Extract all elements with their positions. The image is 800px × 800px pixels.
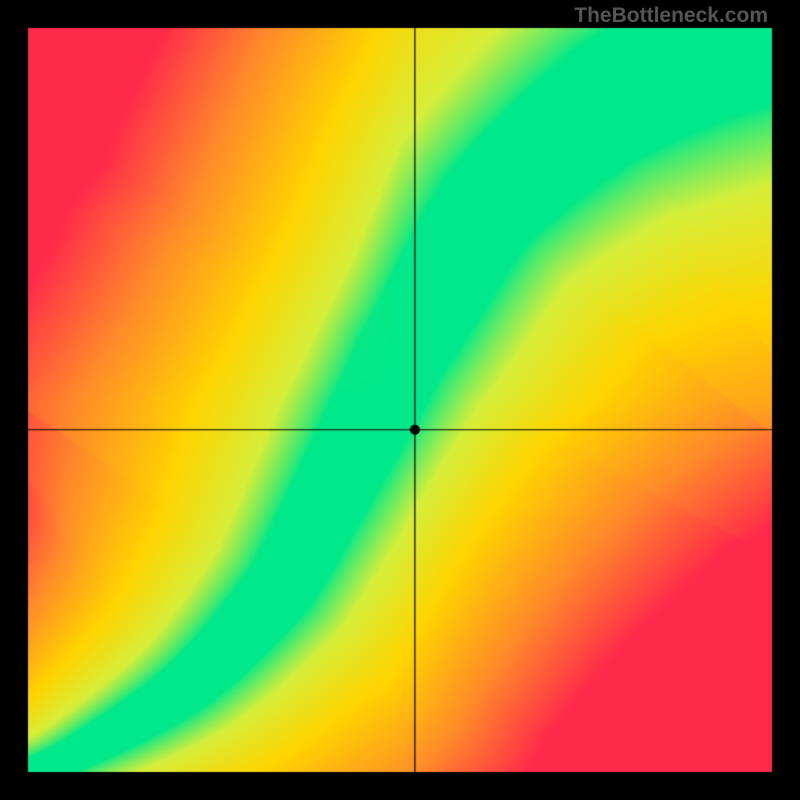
heatmap-canvas bbox=[0, 0, 800, 800]
bottleneck-chart-container: TheBottleneck.com bbox=[0, 0, 800, 800]
watermark-text: TheBottleneck.com bbox=[574, 4, 768, 28]
